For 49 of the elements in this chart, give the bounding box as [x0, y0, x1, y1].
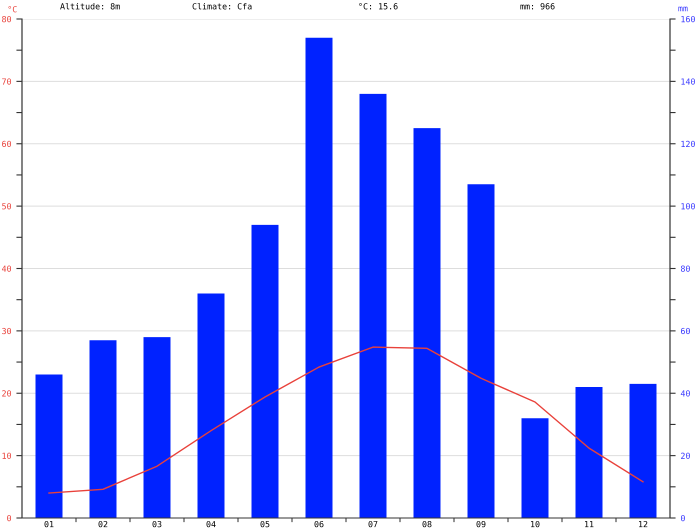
- bar: [90, 340, 116, 518]
- y-tick-label: 40: [2, 266, 12, 272]
- x-tick-label: 07: [368, 520, 378, 528]
- bar: [414, 128, 440, 518]
- y2-tick-label: 40: [680, 390, 690, 397]
- x-tick-label: 02: [98, 520, 108, 528]
- bar: [576, 387, 602, 518]
- x-tick-label: 05: [260, 520, 270, 528]
- x-tick-label: 03: [152, 520, 162, 528]
- y-tick-label: 60: [2, 140, 12, 148]
- bar: [252, 224, 278, 518]
- bar: [198, 293, 224, 518]
- x-tick-label: 12: [638, 520, 648, 528]
- bar: [144, 337, 170, 518]
- y2-tick-label: 100: [681, 203, 695, 210]
- x-tick-label: 08: [422, 520, 432, 528]
- bar: [36, 374, 62, 518]
- y-tick-label: 30: [2, 328, 12, 334]
- y2-axis-title: mm: [678, 6, 688, 12]
- y2-tick-label: 160: [681, 16, 695, 22]
- text: Altitude: 8m: [60, 2, 120, 10]
- text: °C: 15.6: [359, 3, 398, 10]
- y-tick-label: 80: [2, 16, 12, 22]
- y-tick-label: 70: [2, 78, 12, 85]
- x-tick-label: 11: [584, 521, 594, 528]
- y2-tick-label: 0: [680, 515, 685, 522]
- x-tick-label: 04: [206, 520, 216, 528]
- y-tick-label: 10: [2, 452, 12, 459]
- bar: [306, 38, 332, 518]
- bar: [630, 384, 656, 518]
- y-tick-label: 0: [7, 515, 12, 522]
- y-tick-label: 20: [2, 390, 12, 397]
- y-axis-title: °C: [8, 6, 17, 12]
- text: Climate: Cfa: [192, 2, 252, 10]
- x-tick-label: 01: [44, 520, 54, 528]
- x-tick-label: 10: [530, 520, 540, 528]
- y2-tick-label: 60: [680, 328, 690, 334]
- bar: [522, 418, 548, 518]
- y2-tick-label: 20: [681, 452, 690, 459]
- y2-tick-label: 80: [680, 266, 690, 272]
- line-series: [48, 346, 644, 494]
- y2-tick-label: 120: [681, 140, 695, 148]
- y2-tick-label: 140: [681, 78, 695, 85]
- y-tick-label: 50: [2, 203, 12, 210]
- bar: [468, 184, 494, 518]
- bar: [360, 94, 386, 518]
- x-tick-label: 06: [314, 520, 324, 528]
- text: mm: 966: [520, 3, 555, 10]
- x-tick-label: 09: [476, 520, 486, 528]
